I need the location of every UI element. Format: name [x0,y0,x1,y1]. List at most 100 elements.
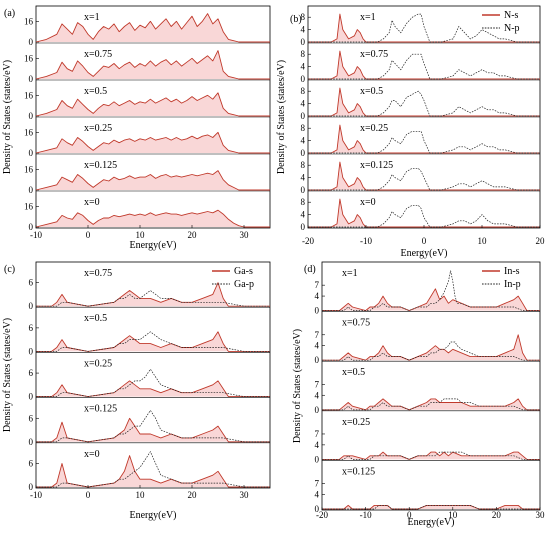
panel-frame [35,261,271,489]
series-fill [36,418,270,442]
subpanel: 0 4 8 x=0.5 [301,79,540,121]
y-tick-label: 16 [24,16,34,26]
series-line-total [35,131,270,154]
subpanel: 0 47 x=1 [315,268,540,316]
y-tick-label: 4 [315,341,320,351]
y-tick-label: 0 [301,185,306,195]
series-line-total [35,170,270,191]
series-fill [36,13,270,42]
x-tick-label: 10 [448,510,458,520]
legend-label: Ga-p [234,279,254,290]
subpanel: 0 16 x=0.25 [24,116,270,158]
series-line-in-p [322,270,540,311]
y-tick-label: 4 [301,99,306,109]
subpanel: 0 16 x=0.5 [24,79,270,121]
series-line-n-s [308,13,540,43]
series-line-ga-p [36,331,270,352]
series-line-in-s [322,334,540,361]
y-tick-label: 0 [29,437,34,447]
subpanel-label: x=0.125 [84,404,117,415]
series-line-n-s [308,198,540,228]
subpanel-label: x=1 [84,12,100,23]
series-line-ga-s [36,380,270,398]
panel-b: (b) 0 4 8 x=1 0 4 8 x=0.75 0 4 8 x=0.5 0 4 8 x=0.25 0 4 8 x=… [276,5,546,259]
y-tick-label: 0 [29,346,34,356]
x-tick-label: 10 [136,230,146,240]
panel-frame [321,261,541,511]
y-tick-label: 6 [29,413,34,423]
subpanel: 0 6 x=0.75 [29,268,270,311]
subpanel: 0 47 x=0.5 [315,360,540,415]
subpanel-label: x=0.5 [360,86,383,97]
y-tick-label: 0 [315,355,320,365]
y-tick-label: 0 [29,185,34,195]
y-tick-label: 0 [29,148,34,158]
series-line-n-p [308,13,540,43]
series-line-ga-p [36,450,270,488]
series-fill [36,331,270,352]
y-tick-label: 7 [315,280,320,290]
y-tick-label: 4 [315,440,320,450]
x-axis-label: Energy(eV) [400,248,447,259]
y-tick-label: 7 [315,479,320,489]
series-line-n-s [308,124,540,154]
y-tick-label: 0 [301,222,306,232]
subpanel: 0 47 x=0.25 [315,410,540,464]
subpanel-label: x=0 [84,197,100,208]
series-fill [322,505,540,509]
series-line-in-p [322,341,540,361]
y-tick-label: 0 [29,392,34,402]
series-fill [322,398,540,410]
series-line-ga-s [36,282,270,307]
x-tick-label: -10 [30,230,42,240]
y-tick-label: 8 [301,197,306,207]
series-line-in-s [322,398,540,411]
x-tick-label: 20 [492,510,502,520]
panel-d: (d)047x=1047x=0.75047x=0.5047x=0.25047x=… [292,261,545,528]
panel-label: (a) [4,8,15,19]
x-tick-label: 20 [536,236,546,246]
subpanel: 0 47 x=0.125 [315,460,540,514]
y-tick-label: 8 [301,12,306,22]
series-line-n-s [308,50,540,80]
subpanel-label: x=0.5 [84,86,107,97]
panel-label: (c) [4,264,15,275]
subpanel-label: x=0 [360,197,376,208]
subpanel-label: x=0.75 [360,49,388,60]
y-tick-label: 0 [29,222,34,232]
legend: N-s N-p [482,10,520,34]
y-tick-label: 7 [315,429,320,439]
subpanel: 0 6 x=0.25 [29,352,270,402]
subpanel: 0 4 8 x=1 [301,12,540,47]
series-line-n-p [308,90,540,117]
y-tick-label: 6 [29,458,34,468]
y-tick-label: 6 [29,323,34,333]
series-fill [322,334,540,361]
legend-label: In-s [504,266,520,277]
series-line-in-p [322,398,540,411]
x-tick-label: 20 [188,490,198,500]
subpanel-label: x=0.125 [84,160,117,171]
subpanel: 0 16 x=0 [24,190,270,232]
y-tick-label: 4 [315,291,320,301]
subpanel-label: x=0.25 [360,123,388,134]
y-axis-label: Density of States (states/eV) [276,60,287,174]
series-line-total [35,209,270,228]
subpanel-label: x=0.25 [84,358,112,369]
subpanel-label: x=0 [84,449,100,460]
x-tick-label: 10 [136,490,146,500]
legend: In-s In-p [482,266,521,290]
series-fill [36,455,270,487]
y-tick-label: 16 [24,127,34,137]
panel-label: (b) [290,14,302,25]
subpanel-label: x=0.5 [84,313,107,324]
y-tick-label: 0 [29,301,34,311]
subpanel-label: x=1 [342,268,358,279]
x-axis-label: Energy(eV) [129,240,176,251]
y-tick-label: 8 [301,123,306,133]
y-tick-label: 0 [315,504,320,514]
series-line-ga-s [36,417,270,443]
subpanel-label: x=0.75 [342,318,370,329]
series-line-ga-s [36,331,270,352]
series-line-n-s [308,87,540,117]
